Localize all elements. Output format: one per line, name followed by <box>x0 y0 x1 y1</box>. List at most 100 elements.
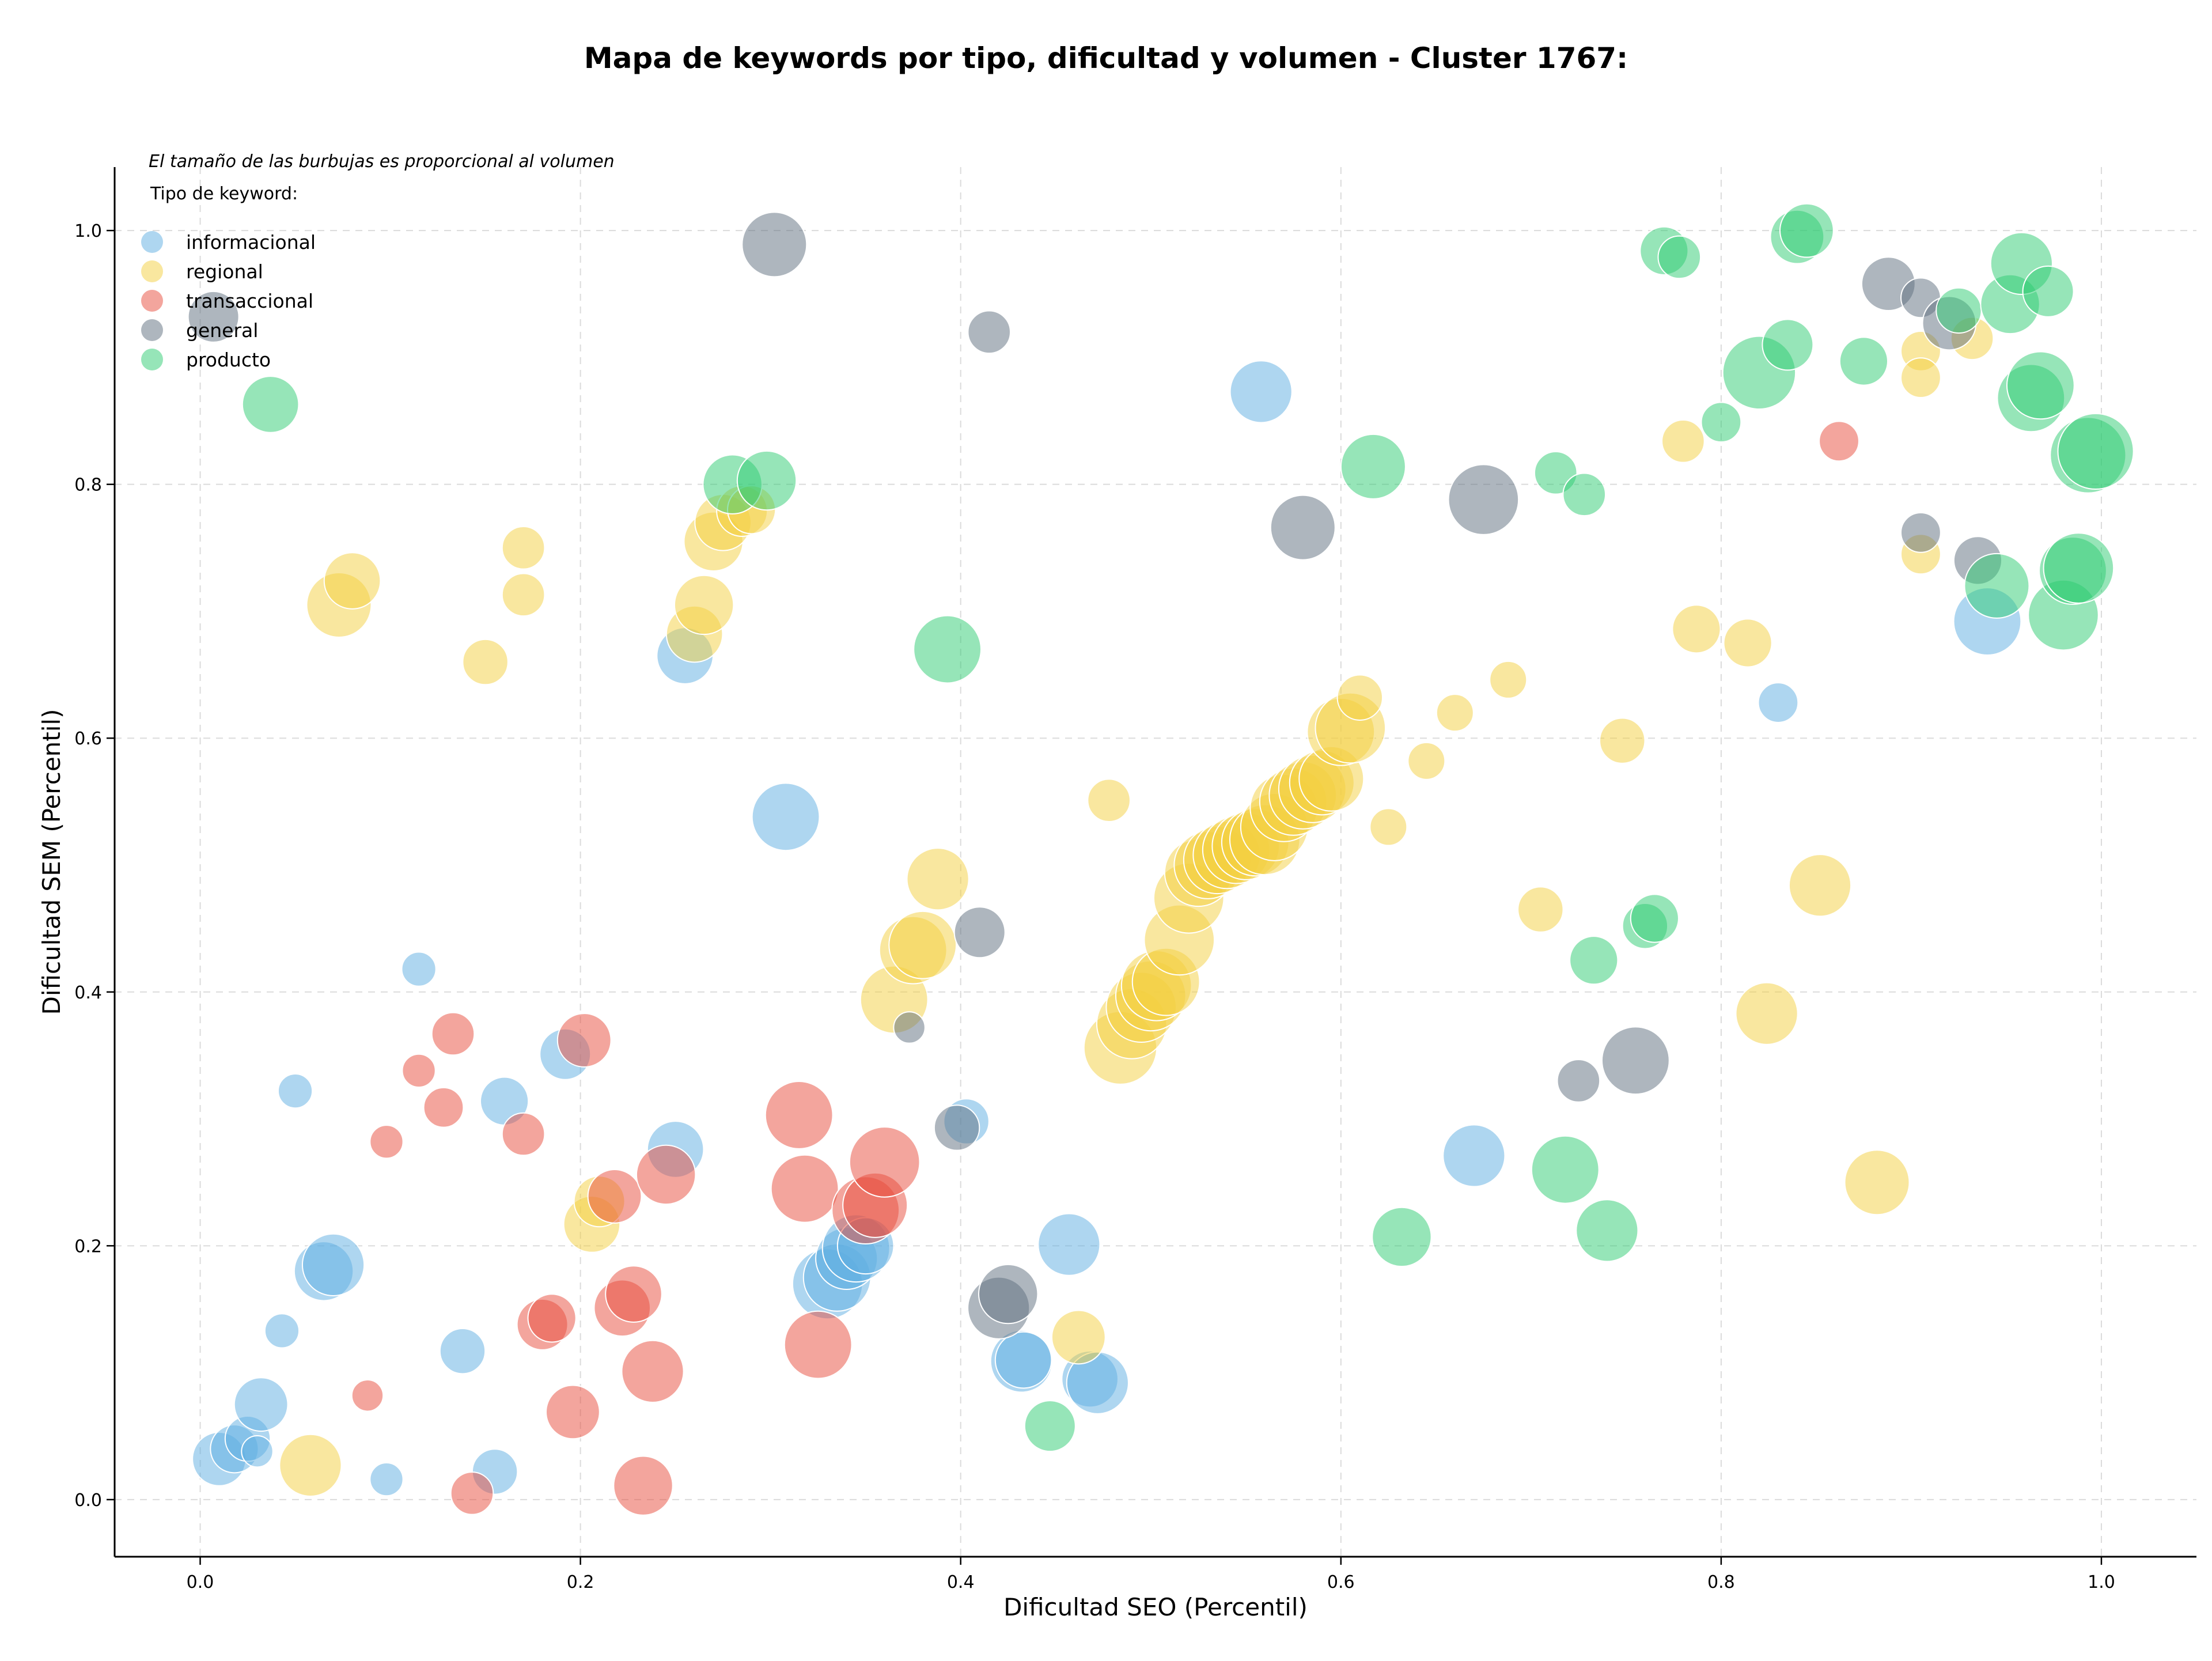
bubble-transaccional <box>556 1013 612 1068</box>
bubble-general <box>893 1011 926 1044</box>
bubble-regional <box>673 574 734 635</box>
bubble-producto <box>1630 894 1679 943</box>
bubble-general <box>1270 494 1336 561</box>
bubble-regional <box>1336 674 1383 721</box>
bubble-informacional <box>1442 1124 1506 1187</box>
bubble-transaccional <box>546 1384 600 1440</box>
bubble-producto <box>1024 1400 1076 1452</box>
bubble-regional <box>888 910 957 979</box>
bubble-regional <box>1661 419 1705 463</box>
x-tick-label: 1.0 <box>2088 1572 2115 1592</box>
bubble-regional <box>1489 660 1528 699</box>
bubble-transaccional <box>613 1455 673 1516</box>
bubble-regional <box>1517 886 1564 933</box>
bubble-transaccional <box>770 1154 839 1223</box>
x-tick-label: 0.4 <box>947 1572 975 1592</box>
bubble-producto <box>1562 472 1607 517</box>
bubble-general <box>1601 1026 1670 1095</box>
axes <box>113 167 2196 1558</box>
bubble-transaccional <box>621 1340 684 1403</box>
bubble-transaccional <box>783 1310 853 1379</box>
bubble-transaccional <box>423 1087 464 1128</box>
bubble-informacional <box>401 951 437 987</box>
legend-marker-regional <box>141 260 163 282</box>
bubble-transaccional <box>1819 421 1859 462</box>
bubble-regional <box>1735 982 1798 1045</box>
bubble-regional <box>1435 694 1474 732</box>
bubble-regional <box>1407 741 1446 780</box>
bubble-informacional <box>369 1462 404 1497</box>
bubble-informacional <box>264 1313 300 1349</box>
bubble-transaccional <box>764 1081 834 1149</box>
bubble-producto <box>2057 413 2134 490</box>
grid-lines <box>115 167 2196 1557</box>
tick-marks: 0.0 0.2 0.4 0.6 0.8 1.0 0.0 0.2 0.4 0.6 0.8 1.0 <box>74 221 2115 1592</box>
bubble-transaccional <box>431 1012 475 1056</box>
bubble-informacional <box>1037 1213 1101 1276</box>
y-axis-title: Dificultad SEM (Percentil) <box>37 709 66 1015</box>
bubble-general <box>1448 464 1520 535</box>
bubble-informacional <box>233 1377 289 1432</box>
bubble-transaccional <box>369 1125 404 1159</box>
y-tick-label: 0.6 <box>74 729 102 749</box>
bubble-general <box>741 211 808 278</box>
bubble-regional <box>1723 618 1772 668</box>
bubble-producto <box>913 615 982 684</box>
bubble-transaccional <box>501 1112 546 1156</box>
legend-label-producto: producto <box>186 349 271 371</box>
bubble-transaccional <box>527 1293 577 1343</box>
bubble-regional <box>501 573 546 617</box>
bubble-transaccional <box>849 1126 921 1198</box>
bubble-informacional <box>1229 360 1293 423</box>
bubble-general <box>933 1104 980 1151</box>
x-axis-title: Dificultad SEO (Percentil) <box>1003 1593 1308 1621</box>
bubble-regional <box>906 847 969 911</box>
legend-label-transaccional: transaccional <box>186 290 313 312</box>
bubble-informacional <box>751 782 820 852</box>
bubble-producto <box>1964 553 2030 619</box>
bubble-producto <box>1936 287 1982 334</box>
bubble-informacional <box>994 1331 1052 1389</box>
bubble-transaccional <box>605 1265 662 1323</box>
bubble-producto <box>1372 1206 1432 1267</box>
legend-marker-producto <box>141 349 163 370</box>
bubble-producto <box>1569 936 1619 985</box>
bubble-regional <box>1788 854 1852 917</box>
bubble-producto <box>736 450 797 511</box>
bubble-regional <box>501 526 546 570</box>
bubble-producto <box>1839 336 1889 386</box>
bubble-producto <box>2022 265 2074 317</box>
bubble-general <box>187 290 240 343</box>
bubble-producto <box>1700 402 1742 443</box>
y-tick-label: 0.8 <box>74 475 102 495</box>
bubble-regional <box>323 552 381 610</box>
bubble-producto <box>1657 235 1702 279</box>
bubble-producto <box>241 376 300 433</box>
bubble-size-note: El tamaño de las burbujas es proporciona… <box>149 152 615 172</box>
bubble-regional <box>1087 778 1131 822</box>
bubble-transaccional <box>635 1144 696 1205</box>
bubble-transaccional <box>351 1379 384 1412</box>
bubble-producto <box>2043 532 2115 604</box>
x-tick-label: 0.2 <box>567 1572 594 1592</box>
legend-marker-transaccional <box>141 290 163 312</box>
y-tick-label: 0.2 <box>74 1236 102 1257</box>
bubble-regional <box>1051 1310 1106 1365</box>
bubble-informacional <box>277 1073 313 1109</box>
legend-marker-informacional <box>141 231 163 253</box>
legend-marker-general <box>141 319 163 341</box>
bubble-transaccional <box>450 1471 494 1515</box>
x-tick-label: 0.0 <box>187 1572 214 1592</box>
bubble-producto <box>1575 1199 1639 1262</box>
bubble-regional <box>1844 1149 1910 1216</box>
bubble-transaccional <box>402 1053 436 1088</box>
bubble-general <box>953 906 1006 959</box>
bubble-transaccional <box>587 1169 642 1224</box>
bubble-regional <box>1672 604 1721 654</box>
bubble-informacional <box>439 1327 486 1375</box>
legend-label-regional: regional <box>186 260 263 283</box>
y-tick-label: 0.4 <box>74 983 102 1003</box>
bubble-producto <box>2006 351 2075 420</box>
y-tick-label: 0.0 <box>74 1490 102 1511</box>
